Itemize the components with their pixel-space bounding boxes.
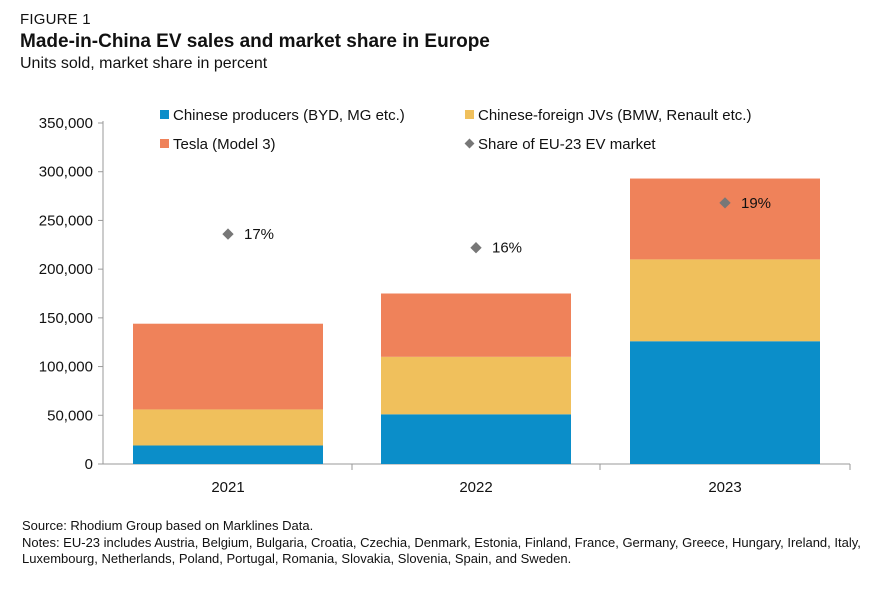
- x-tick-label: 2021: [211, 479, 244, 496]
- y-tick-label: 250,000: [39, 212, 93, 229]
- y-tick-label: 300,000: [39, 164, 93, 181]
- y-tick-label: 0: [85, 456, 93, 473]
- share-marker-2021: [222, 228, 234, 240]
- legend-swatch-1: [160, 110, 169, 119]
- y-tick-label: 350,000: [39, 115, 93, 132]
- share-marker-2023: [719, 197, 731, 209]
- legend-swatch-3: [160, 139, 169, 148]
- notes-text: Notes: EU-23 includes Austria, Belgium, …: [22, 534, 861, 567]
- share-label-2023: 19%: [741, 195, 771, 212]
- bar-2021-series-1: [133, 445, 323, 464]
- chart-subtitle: Units sold, market share in percent: [20, 55, 268, 72]
- share-label-2022: 16%: [492, 240, 522, 257]
- legend-label-4: Share of EU-23 EV market: [478, 136, 656, 153]
- bar-2022-series-3: [381, 293, 571, 357]
- legend-label-2: Chinese-foreign JVs (BMW, Renault etc.): [478, 107, 751, 124]
- legend-label-1: Chinese producers (BYD, MG etc.): [173, 107, 405, 124]
- bar-2021-series-2: [133, 409, 323, 446]
- bar-2022-series-1: [381, 414, 571, 464]
- figure-label: FIGURE 1: [20, 11, 91, 28]
- bar-2023-series-2: [630, 259, 820, 342]
- bar-2023-series-1: [630, 341, 820, 464]
- chart-footer: Source: Rhodium Group based on Marklines…: [22, 518, 872, 568]
- bar-2021-series-3: [133, 323, 323, 410]
- y-tick-label: 50,000: [47, 407, 93, 424]
- legend-label-3: Tesla (Model 3): [173, 136, 276, 153]
- bar-2022-series-2: [381, 356, 571, 415]
- x-tick-label: 2022: [459, 479, 492, 496]
- share-marker-2022: [470, 242, 482, 254]
- bar-2023-series-3: [630, 178, 820, 260]
- chart-title: Made-in-China EV sales and market share …: [20, 31, 490, 52]
- legend-swatch-2: [465, 110, 474, 119]
- legend-swatch-4: [464, 138, 475, 149]
- y-tick-label: 100,000: [39, 359, 93, 376]
- stacked-bar-chart: 0 50,000 100,000 150,000 200,000 250,000 300,0…: [39, 107, 851, 496]
- share-label-2021: 17%: [244, 226, 274, 243]
- y-tick-label: 150,000: [39, 310, 93, 327]
- source-note: Source: Rhodium Group based on Marklines…: [22, 518, 314, 533]
- y-tick-label: 200,000: [39, 261, 93, 278]
- x-tick-label: 2023: [708, 479, 741, 496]
